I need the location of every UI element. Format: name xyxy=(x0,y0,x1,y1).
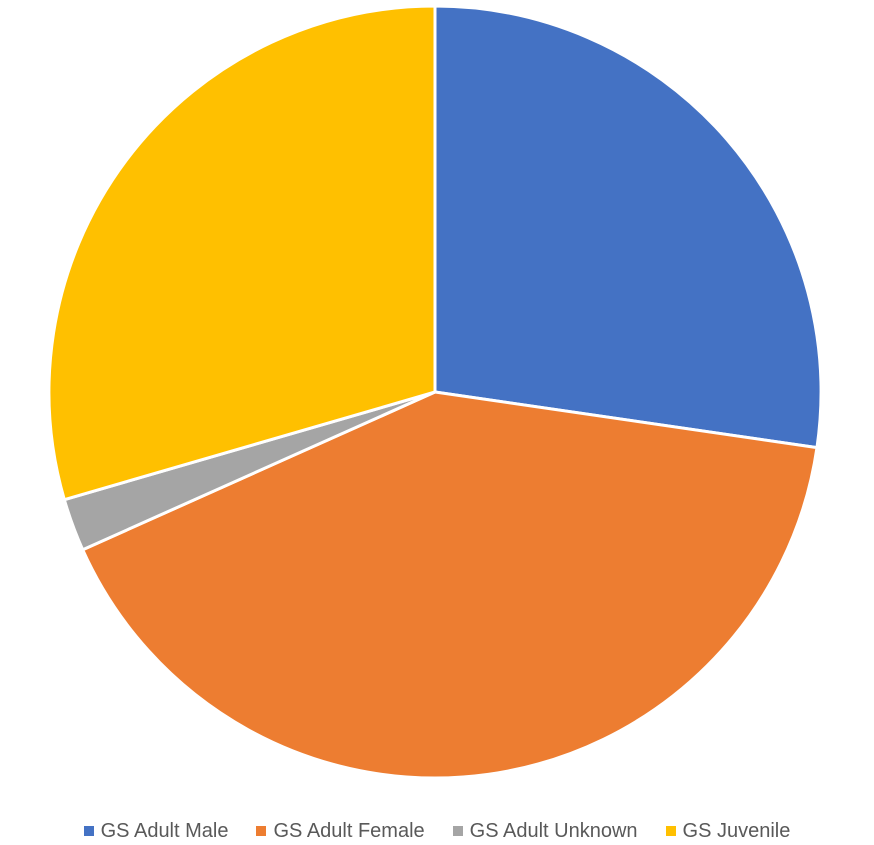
legend-swatch-gs-adult-male xyxy=(83,826,94,836)
chart-legend: GS Adult Male GS Adult Female GS Adult U… xyxy=(0,817,874,845)
pie-chart xyxy=(47,4,823,780)
legend-label-gs-adult-unknown: GS Adult Unknown xyxy=(469,819,638,842)
pie-slice-gs-juvenile xyxy=(47,4,437,502)
legend-label-gs-adult-female: GS Adult Female xyxy=(273,819,425,842)
legend-swatch-gs-adult-unknown xyxy=(452,826,463,836)
legend-swatch-gs-juvenile xyxy=(665,826,676,836)
legend-item-gs-adult-female: GS Adult Female xyxy=(256,819,425,843)
pie-slice-gs-adult-female xyxy=(81,390,819,780)
legend-label-gs-adult-male: GS Adult Male xyxy=(100,819,229,842)
legend-swatch-gs-adult-female xyxy=(256,826,267,836)
legend-item-gs-adult-male: GS Adult Male xyxy=(83,819,229,843)
pie-slice-gs-adult-male xyxy=(433,4,823,450)
legend-item-gs-juvenile: GS Juvenile xyxy=(665,819,791,843)
pie-chart-svg xyxy=(47,4,823,780)
legend-item-gs-adult-unknown: GS Adult Unknown xyxy=(452,819,638,843)
legend-label-gs-juvenile: GS Juvenile xyxy=(682,819,791,842)
